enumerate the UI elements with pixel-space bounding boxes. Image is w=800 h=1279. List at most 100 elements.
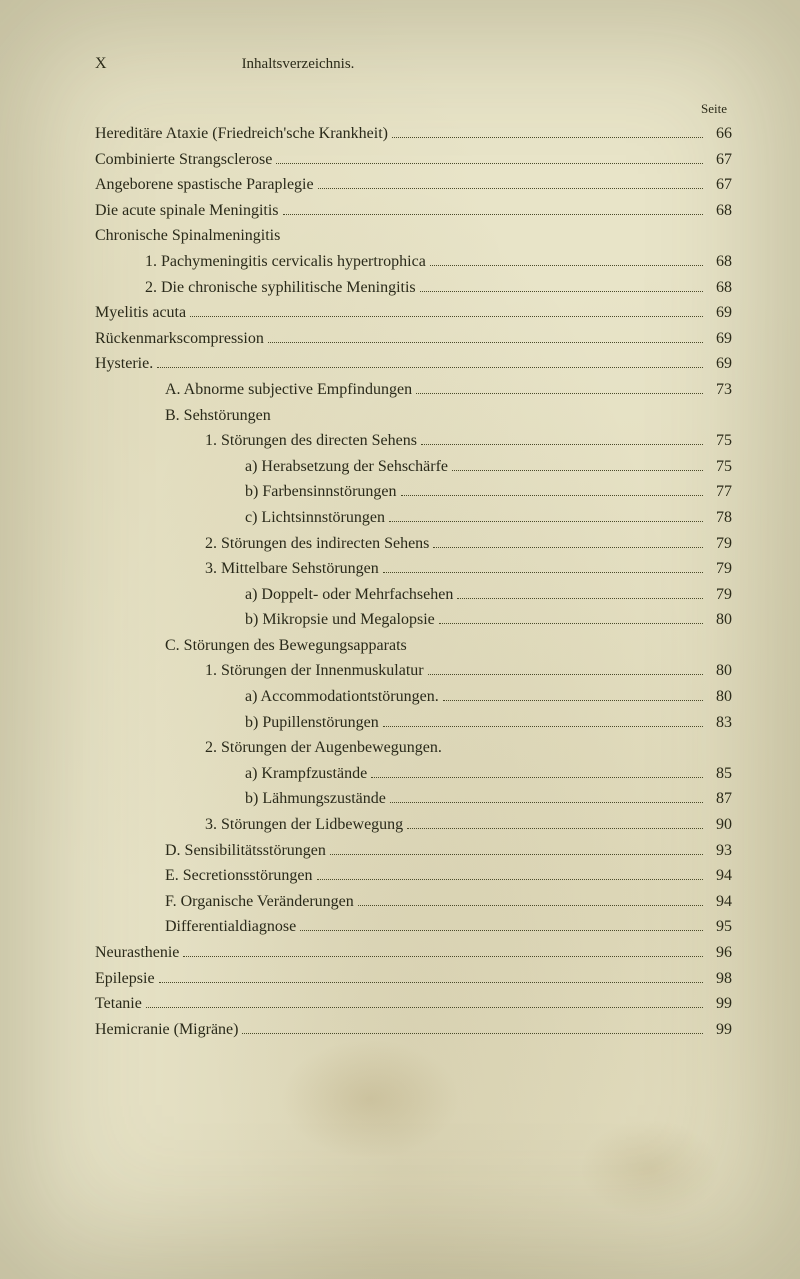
toc-leader-dots [383, 572, 703, 573]
toc-entry-text: Epilepsie [95, 968, 155, 990]
toc-entry: Differentialdiagnose95 [95, 916, 732, 938]
toc-entry: 3. Mittelbare Sehstörungen79 [95, 558, 732, 580]
toc-entry-text: F. Organische Veränderungen [165, 891, 354, 913]
toc-entry: Combinierte Strangsclerose67 [95, 149, 732, 171]
toc-entry-page: 79 [707, 558, 732, 580]
toc-entry-page: 69 [707, 353, 732, 375]
toc-entry: b) Mikropsie und Megalopsie 80 [95, 609, 732, 631]
toc-leader-dots [390, 802, 703, 803]
toc-entry: 2. Störungen der Augenbewegungen. [95, 737, 732, 759]
toc-leader-dots [159, 982, 703, 983]
toc-entry-text: Differentialdiagnose [165, 916, 296, 938]
toc-entry: 1. Störungen der Innenmuskulatur 80 [95, 660, 732, 682]
page-stain [580, 1119, 720, 1219]
toc-entry: Hereditäre Ataxie (Friedreich'sche Krank… [95, 123, 732, 145]
toc-entry: 1. Pachymeningitis cervicalis hypertroph… [95, 251, 732, 273]
toc-leader-dots [421, 444, 703, 445]
toc-entry: b) Farbensinnstörungen77 [95, 481, 732, 503]
toc-leader-dots [242, 1033, 703, 1034]
table-of-contents: Hereditäre Ataxie (Friedreich'sche Krank… [95, 123, 732, 1040]
toc-entry-text: C. Störungen des Bewegungsapparats [165, 635, 407, 657]
seite-label: Seite [95, 101, 732, 117]
toc-entry-text: c) Lichtsinnstörungen [245, 507, 385, 529]
toc-entry: Myelitis acuta69 [95, 302, 732, 324]
toc-leader-dots [416, 393, 703, 394]
toc-entry: 3. Störungen der Lidbewegung90 [95, 814, 732, 836]
toc-entry-text: a) Doppelt- oder Mehrfachsehen [245, 584, 453, 606]
toc-entry: Rückenmarkscompression69 [95, 328, 732, 350]
toc-entry: Hemicranie (Migräne) 99 [95, 1019, 732, 1041]
toc-entry: Epilepsie 98 [95, 968, 732, 990]
toc-entry: 1. Störungen des directen Sehens 75 [95, 430, 732, 452]
toc-entry-text: Hemicranie (Migräne) [95, 1019, 238, 1041]
toc-leader-dots [389, 521, 703, 522]
toc-entry-page: 79 [707, 584, 732, 606]
toc-entry-text: 2. Die chronische syphilitische Meningit… [145, 277, 416, 299]
toc-entry-page: 94 [707, 891, 732, 913]
toc-entry-page: 96 [707, 942, 732, 964]
toc-entry: Hysterie.69 [95, 353, 732, 375]
toc-entry: Neurasthenie 96 [95, 942, 732, 964]
toc-entry-text: Neurasthenie [95, 942, 179, 964]
toc-entry: A. Abnorme subjective Empfindungen 73 [95, 379, 732, 401]
toc-leader-dots [407, 828, 703, 829]
toc-entry-text: Hereditäre Ataxie (Friedreich'sche Krank… [95, 123, 388, 145]
toc-entry-page: 80 [707, 609, 732, 631]
toc-entry-text: Rückenmarkscompression [95, 328, 264, 350]
toc-leader-dots [330, 854, 703, 855]
toc-entry-text: Die acute spinale Meningitis [95, 200, 279, 222]
toc-entry-text: E. Secretionsstörungen [165, 865, 313, 887]
toc-entry: Die acute spinale Meningitis 68 [95, 200, 732, 222]
toc-entry-page: 99 [707, 993, 732, 1015]
toc-entry: 2. Störungen des indirecten Sehens79 [95, 533, 732, 555]
toc-leader-dots [383, 726, 703, 727]
toc-entry-page: 73 [707, 379, 732, 401]
toc-entry-text: Chronische Spinalmeningitis [95, 225, 280, 247]
toc-entry-text: 1. Störungen der Innenmuskulatur [205, 660, 424, 682]
toc-entry: a) Herabsetzung der Sehschärfe75 [95, 456, 732, 478]
toc-entry-text: Angeborene spastische Paraplegie [95, 174, 314, 196]
toc-leader-dots [439, 623, 703, 624]
toc-leader-dots [392, 137, 703, 138]
toc-leader-dots [428, 674, 703, 675]
page-number-roman: X [95, 55, 107, 73]
toc-entry-page: 98 [707, 968, 732, 990]
toc-leader-dots [157, 367, 703, 368]
toc-entry-page: 83 [707, 712, 732, 734]
header-title: Inhaltsverzeichnis. [242, 56, 355, 73]
toc-entry-text: B. Sehstörungen [165, 405, 271, 427]
toc-entry-text: 2. Störungen der Augenbewegungen. [205, 737, 442, 759]
toc-entry-page: 69 [707, 302, 732, 324]
toc-entry-page: 80 [707, 686, 732, 708]
toc-entry-page: 99 [707, 1019, 732, 1041]
toc-entry-page: 94 [707, 865, 732, 887]
toc-leader-dots [433, 547, 703, 548]
toc-entry-page: 68 [707, 200, 732, 222]
toc-leader-dots [318, 188, 703, 189]
toc-entry-page: 80 [707, 660, 732, 682]
toc-leader-dots [283, 214, 703, 215]
toc-entry-text: b) Pupillenstörungen [245, 712, 379, 734]
toc-leader-dots [452, 470, 703, 471]
toc-leader-dots [268, 342, 703, 343]
toc-entry-page: 68 [707, 251, 732, 273]
toc-entry-text: Combinierte Strangsclerose [95, 149, 272, 171]
toc-entry: B. Sehstörungen [95, 405, 732, 427]
toc-entry-page: 66 [707, 123, 732, 145]
toc-entry-text: a) Herabsetzung der Sehschärfe [245, 456, 448, 478]
toc-leader-dots [430, 265, 703, 266]
toc-entry-text: A. Abnorme subjective Empfindungen [165, 379, 412, 401]
toc-entry-text: b) Mikropsie und Megalopsie [245, 609, 435, 631]
toc-entry-text: 1. Störungen des directen Sehens [205, 430, 417, 452]
toc-entry-text: 1. Pachymeningitis cervicalis hypertroph… [145, 251, 426, 273]
toc-leader-dots [183, 956, 703, 957]
toc-entry-page: 77 [707, 481, 732, 503]
toc-entry-page: 67 [707, 174, 732, 196]
toc-leader-dots [276, 163, 703, 164]
toc-leader-dots [457, 598, 703, 599]
toc-leader-dots [420, 291, 703, 292]
toc-entry: Angeborene spastische Paraplegie 67 [95, 174, 732, 196]
toc-entry-page: 75 [707, 430, 732, 452]
toc-entry-page: 90 [707, 814, 732, 836]
toc-leader-dots [358, 905, 703, 906]
